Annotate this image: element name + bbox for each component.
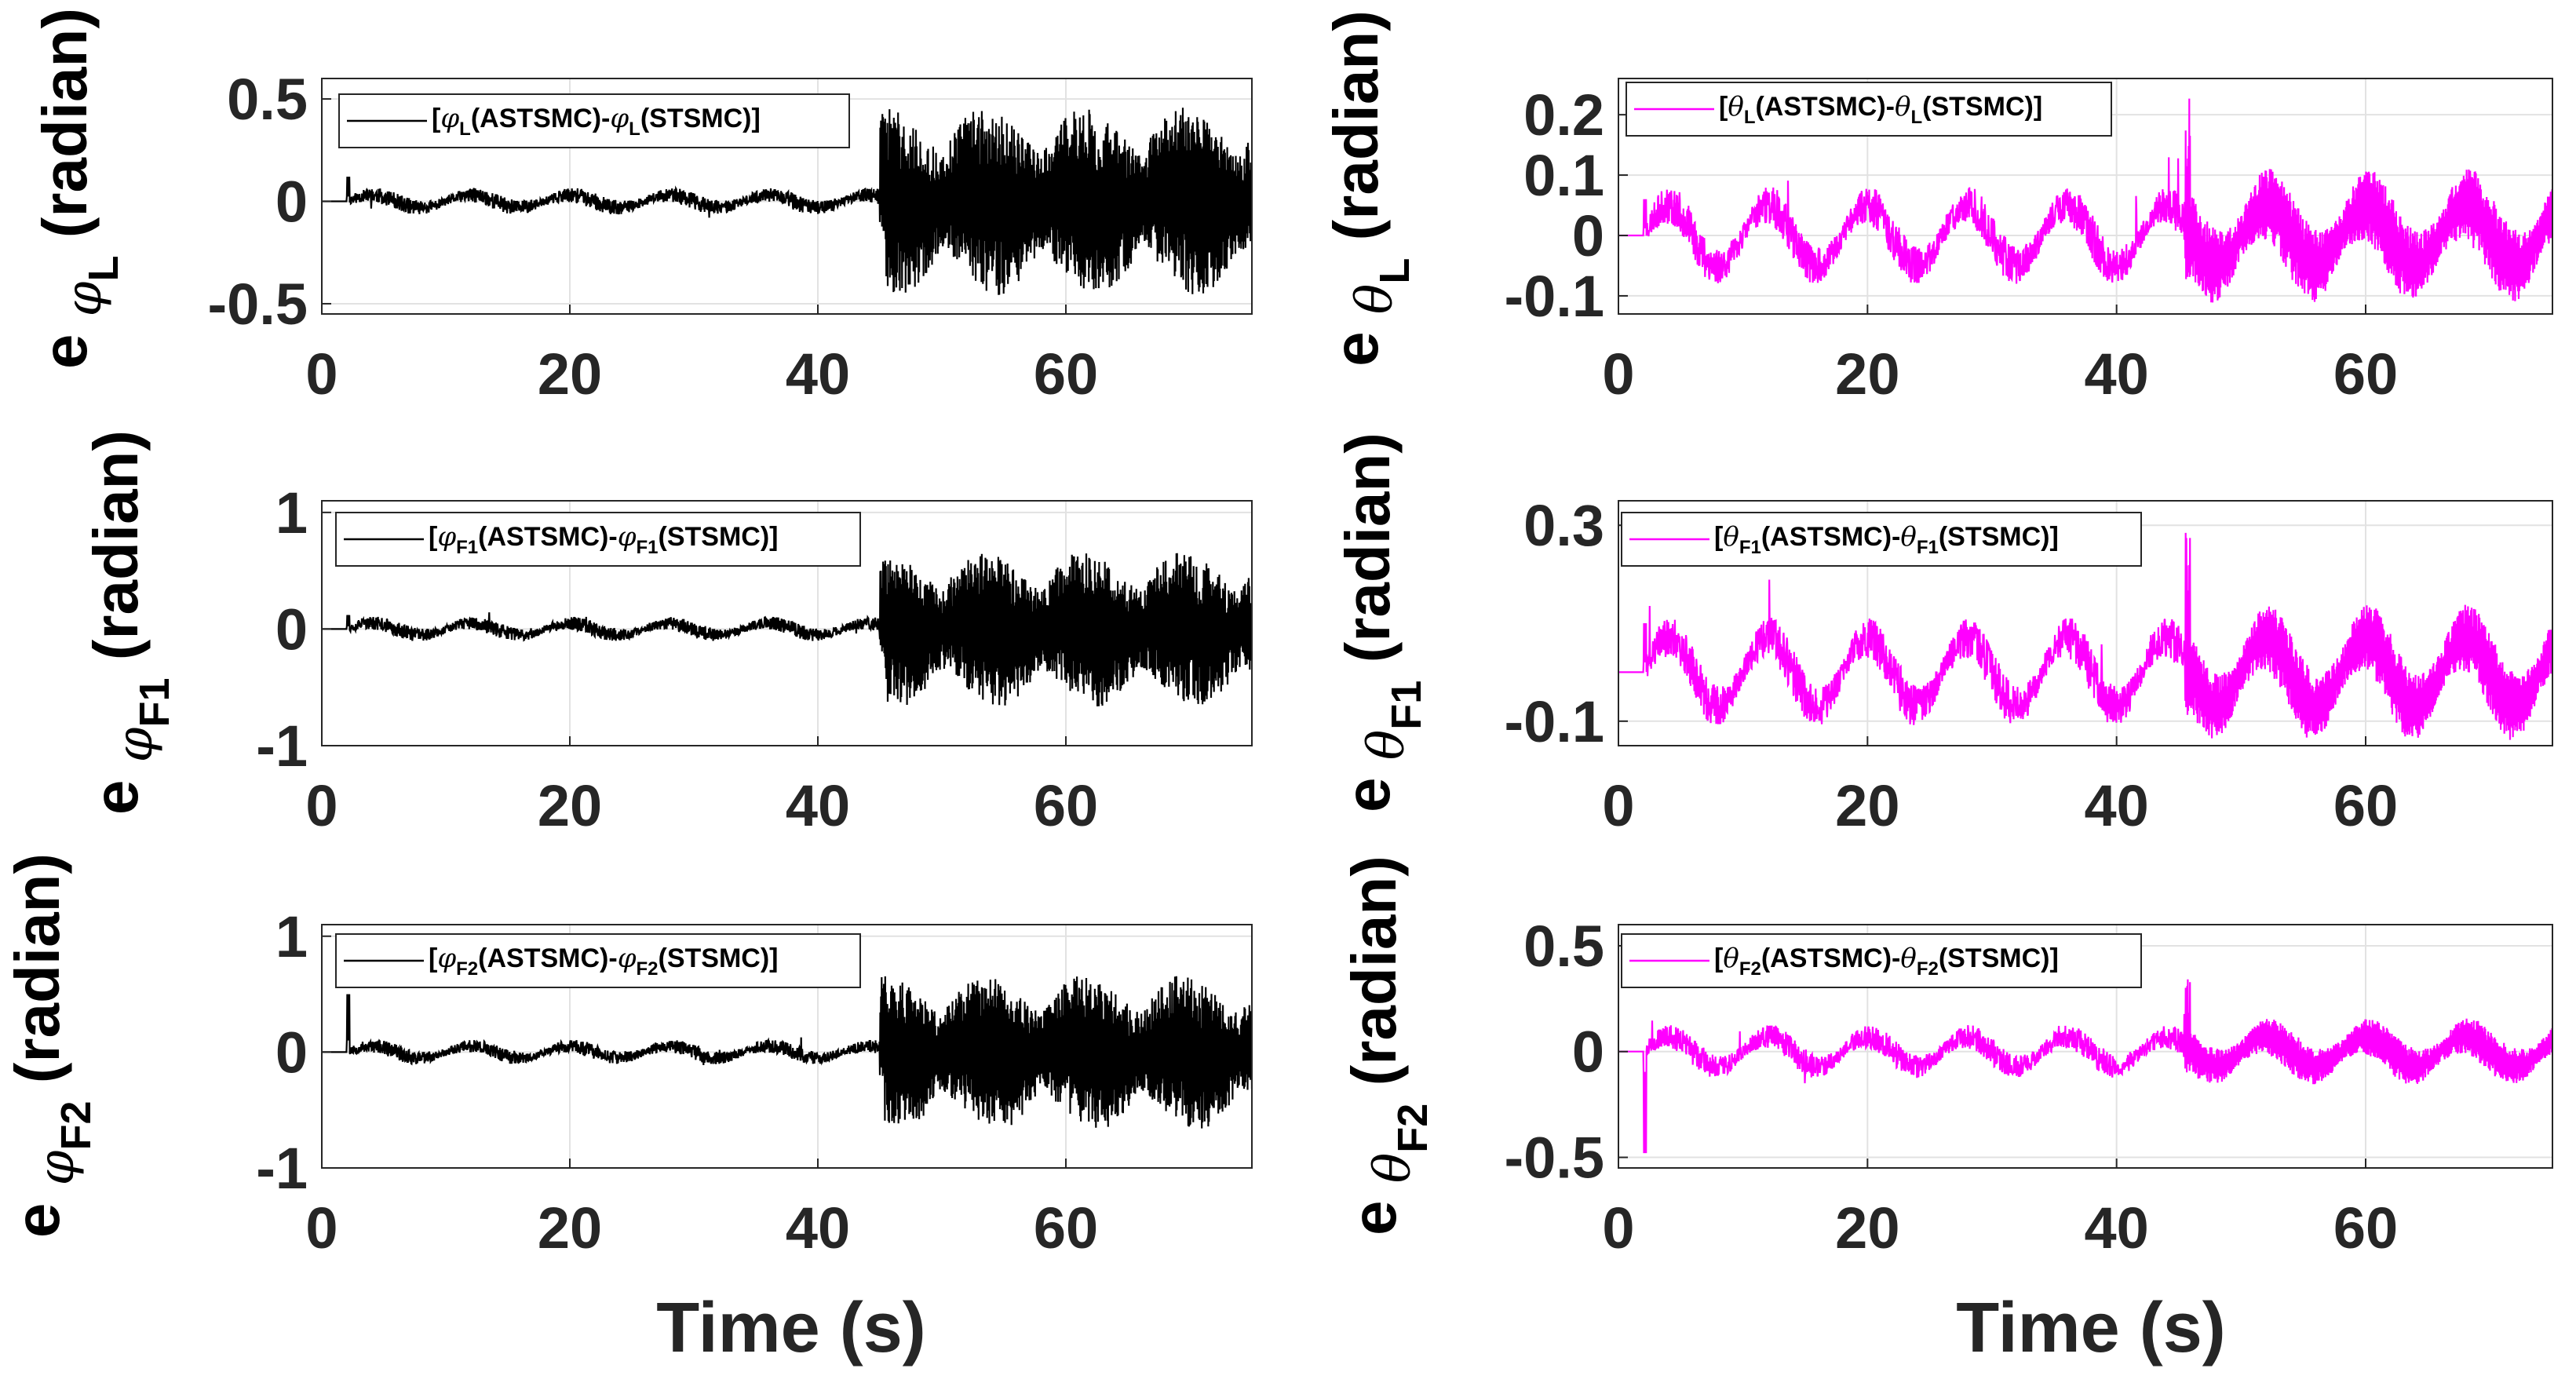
- y-tick-label-thetaF1-1: -0.1: [1504, 689, 1604, 754]
- y-tick-label-thetaL-1: 0.1: [1523, 143, 1604, 208]
- panel-thetaL: 0 20 40 600.20.10-0.1[θL(ASTSMC)-θL(STSMC)]…: [1321, 10, 2553, 407]
- legend-phiF2: [φF2(ASTSMC)-φF2(STSMC)]: [335, 933, 861, 988]
- y-tick-label-phiF1-0: 1: [275, 480, 308, 546]
- legend-thetaF1: [θF1(ASTSMC)-θF1(STSMC)]: [1621, 512, 2142, 567]
- x-tick-label-thetaF2-1: 20: [1835, 1195, 1899, 1261]
- x-tick-label-phiF1-1: 20: [538, 773, 602, 838]
- x-tick-label-thetaL-0: 0: [1602, 341, 1634, 407]
- x-tick-label-phiF2-1: 20: [538, 1195, 602, 1261]
- x-tick-label-thetaF1-2: 40: [2085, 773, 2149, 838]
- x-tick-label-phiF1-3: 60: [1034, 773, 1098, 838]
- y-tick-label-phiF2-1: 0: [275, 1020, 308, 1085]
- y-axis-label-thetaL: e θL (radian): [1321, 10, 1418, 367]
- x-tick-label-phiL-2: 40: [786, 341, 850, 407]
- y-tick-label-thetaL-3: -0.1: [1504, 264, 1604, 329]
- axes-box-thetaL: [1618, 78, 2553, 315]
- panel-thetaF1: 0 20 40 60 0.3 -0.1 [θF1(ASTSMC)-θF1(STSMC)] e …: [1333, 432, 2553, 838]
- x-tick-label-thetaF2-0: 0: [1602, 1195, 1634, 1261]
- legend-label-phiL: [φL(ASTSMC)-φL(STSMC)]: [432, 103, 761, 140]
- axes-box-thetaF2: [1618, 924, 2553, 1169]
- x-tick-label-phiF2-3: 60: [1034, 1195, 1098, 1261]
- y-tick-label-thetaF2-1: 0: [1572, 1020, 1604, 1085]
- legend-thetaF2: [θF2(ASTSMC)-θF2(STSMC)]: [1621, 933, 2142, 988]
- panel-phiL: 0 20 40 600.50-0.5[φL(ASTSMC)-φL(STSMC)]e φ…: [30, 8, 1253, 407]
- series-line-phiL-0: [322, 108, 1252, 295]
- axes-box-phiL: [321, 78, 1253, 315]
- y-tick-label-phiF1-1: 0: [275, 597, 308, 662]
- x-tick-label-thetaL-3: 60: [2333, 341, 2398, 407]
- legend-phiF1: [φF1(ASTSMC)-φF1(STSMC)]: [335, 512, 861, 567]
- y-axis-label-phiL: e φL (radian): [30, 8, 127, 369]
- legend-phiL: [φL(ASTSMC)-φL(STSMC)]: [338, 93, 850, 148]
- x-tick-label-phiF1-0: 0: [305, 773, 338, 838]
- y-axis-label-thetaF2: e θF2 (radian): [1339, 856, 1436, 1235]
- y-tick-label-phiL-1: 0: [275, 170, 308, 235]
- y-axis-label-phiF1: e φF1 (radian): [81, 430, 178, 815]
- y-tick-label-thetaL-0: 0.2: [1523, 82, 1604, 148]
- y-tick-label-phiL-2: -0.5: [207, 272, 308, 337]
- y-tick-label-phiF2-2: -1: [256, 1136, 308, 1201]
- legend-label-thetaF2: [θF2(ASTSMC)-θF2(STSMC)]: [1714, 943, 2059, 980]
- x-tick-label-thetaL-1: 20: [1835, 341, 1899, 407]
- legend-label-phiF2: [φF2(ASTSMC)-φF2(STSMC)]: [429, 943, 778, 980]
- x-tick-label-thetaF1-0: 0: [1602, 773, 1634, 838]
- x-tick-label-thetaL-2: 40: [2085, 341, 2149, 407]
- x-tick-label-thetaF1-1: 20: [1835, 773, 1899, 838]
- legend-label-phiF1: [φF1(ASTSMC)-φF1(STSMC)]: [429, 521, 778, 558]
- x-tick-label-phiF2-2: 40: [786, 1195, 850, 1261]
- legend-label-thetaL: [θL(ASTSMC)-θL(STSMC)]: [1719, 91, 2042, 128]
- legend-box-phiF1: [335, 512, 861, 567]
- y-tick-label-thetaF1-0: 0.3: [1523, 493, 1604, 558]
- x-tick-label-thetaF2-2: 40: [2085, 1195, 2149, 1261]
- axes-box-phiF2: [321, 924, 1253, 1169]
- series-line-phiF1-0: [322, 553, 1252, 706]
- y-tick-label-phiL-0: 0.5: [227, 67, 308, 132]
- x-tick-label-phiF2-0: 0: [305, 1195, 338, 1261]
- series-line-phiF2-0: [322, 976, 1252, 1129]
- x-tick-label-phiL-1: 20: [538, 341, 602, 407]
- y-axis-label-thetaF1: e θF1 (radian): [1333, 432, 1430, 812]
- series-line-thetaF2-0: [1618, 979, 2552, 1154]
- x-tick-label-phiL-3: 60: [1034, 341, 1098, 407]
- x-tick-label-phiF1-2: 40: [786, 773, 850, 838]
- legend-label-thetaF1: [θF1(ASTSMC)-θF1(STSMC)]: [1714, 521, 2059, 558]
- series-line-thetaF1-0: [1618, 532, 2552, 740]
- legend-thetaL: [θL(ASTSMC)-θL(STSMC)]: [1626, 82, 2112, 137]
- x-tick-label-thetaF2-3: 60: [2333, 1195, 2398, 1261]
- y-tick-label-thetaF2-2: -0.5: [1504, 1126, 1604, 1191]
- y-tick-label-phiF1-2: -1: [256, 713, 308, 779]
- axes-box-phiF1: [321, 500, 1253, 746]
- x-tick-label-thetaF1-3: 60: [2333, 773, 2398, 838]
- x-axis-label-right: Time (s): [1956, 1289, 2225, 1367]
- y-tick-label-phiF2-0: 1: [275, 904, 308, 969]
- y-axis-label-phiF2: e φF2 (radian): [2, 853, 100, 1238]
- axes-box-thetaF1: [1618, 500, 2553, 746]
- panel-thetaF2: 0 20 40 600.50-0.5[θF2(ASTSMC)-θF2(STSMC)]e…: [1339, 856, 2553, 1261]
- series-line-thetaL-0: [1618, 98, 2552, 303]
- x-axis-label-left: Time (s): [656, 1289, 925, 1367]
- y-tick-label-thetaF2-0: 0.5: [1523, 914, 1604, 979]
- x-tick-label-phiL-0: 0: [305, 341, 338, 407]
- y-tick-label-thetaL-2: 0: [1572, 203, 1604, 268]
